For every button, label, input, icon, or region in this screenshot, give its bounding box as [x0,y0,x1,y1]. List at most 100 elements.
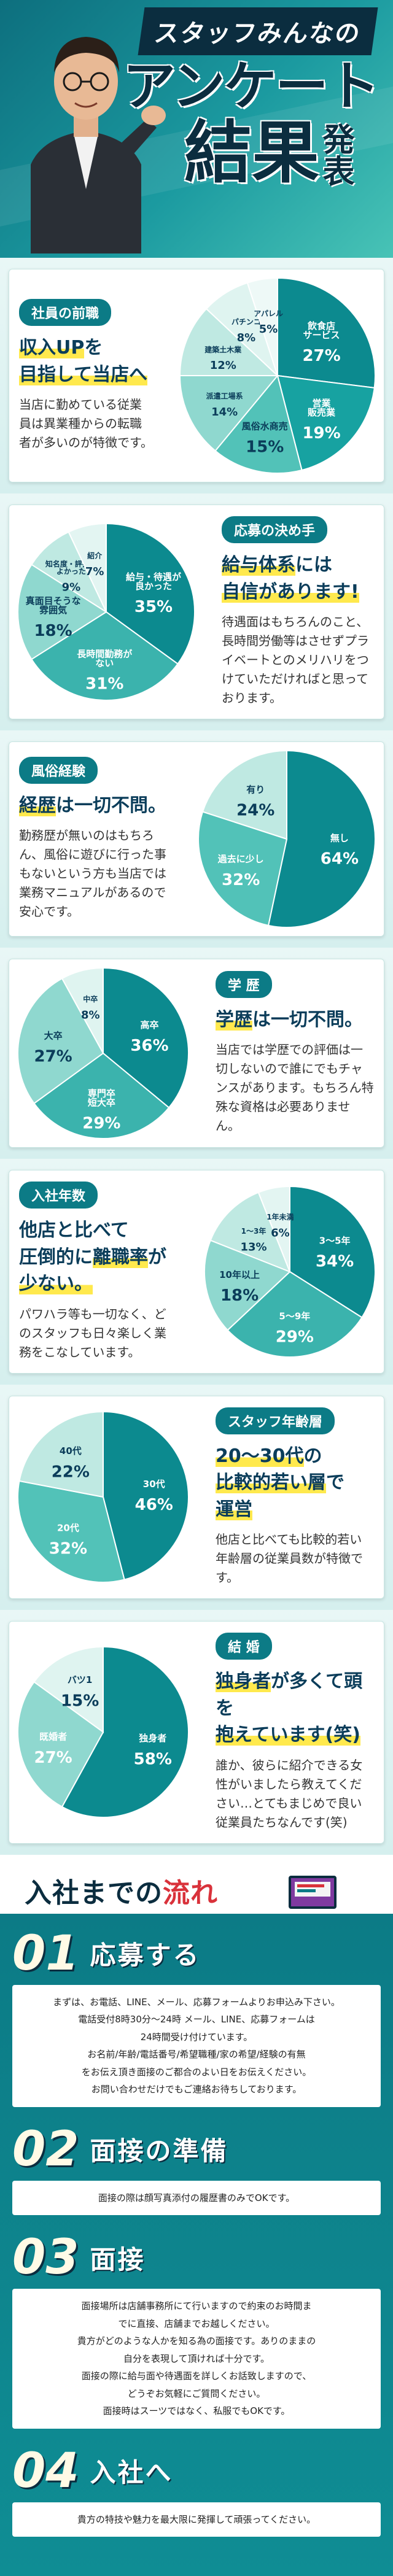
headline-highlight: 収入UP [19,337,84,358]
step-body: まずは、お電話、LINE、メール、応募フォームよりお申込み下さい。電話受付8時3… [12,1985,381,2107]
headline-text: は一切不問。 [56,795,166,816]
survey-card: 風俗経験 経歴は一切不問。 勤務歴が無いのはもちろん、風俗に遊びに行った事もない… [9,741,384,937]
hero-title-line4: 発表 [319,123,351,187]
headline-highlight: 少ない。 [19,1273,93,1294]
survey-text: 入社年数 他店と比べて 圧倒的に離職率が 少ない。 パワハラ等も一切なく、どのス… [9,1170,187,1373]
headline-highlight: 抱えています(笑) [216,1724,360,1746]
section-headline: 給与体系には 自信があります! [222,552,374,605]
step-line: 貴方がどのような人かを知る為の面接です。ありのままの [23,2332,370,2350]
section-tag: 応募の決め手 [222,516,327,543]
section-body: 当店では学歴での評価は一切しないので誰にでもチャンスがあります。もちろん特殊な資… [216,1040,374,1135]
step-body: 貴方の特技や魅力を最大限に発揮して頑張ってください。 [12,2502,381,2537]
flow-steps: 01 応募するまずは、お電話、LINE、メール、応募フォームよりお申込み下さい。電… [0,1914,393,2576]
flow-step-1: 01 応募するまずは、お電話、LINE、メール、応募フォームよりお申込み下さい。電… [12,1930,381,2107]
step-label: 応募する [90,1935,201,1972]
headline-text: が [148,1247,166,1268]
section-tag: 結 婚 [216,1633,272,1660]
section-tag: 入社年数 [19,1182,98,1209]
section-body: 他店と比べても比較的若い年齢層の従業員数が特徴です。 [216,1530,374,1587]
section-tag: 学 歴 [216,971,272,998]
section-body: 誰か、彼らに紹介できる女性がいましたら教えてください…とてもまじめで良い従業員た… [216,1756,374,1832]
flow-title-a: 入社までの [25,1878,163,1909]
step-number: 04 [12,2447,79,2495]
survey-card: 社員の前職 収入UPを 目指して当店へ 当店に勤めている従業員は異業種からの転職… [9,269,384,482]
step-number: 03 [12,2234,79,2281]
headline-highlight: 給与体系 [222,554,295,576]
flow-title: 入社までの流れ [25,1871,218,1910]
survey-section-previous-job: 社員の前職 収入UPを 目指して当店へ 当店に勤めている従業員は異業種からの転職… [0,258,393,493]
headline-text: には [295,554,332,576]
section-body: 勤務歴が無いのはもちろん、風俗に遊びに行った事もないという方も当店では業務マニュ… [19,826,171,921]
headline-highlight: 目指して当店へ [19,364,147,385]
step-line: まずは、お電話、LINE、メール、応募フォームよりお申込み下さい。 [23,1994,370,2011]
headline-text: は一切不問。 [252,1009,363,1031]
headline-highlight: 運営 [216,1499,252,1520]
step-line: 面接の際は顔写真添付の履歴書のみでOKです。 [23,2189,370,2207]
flow-title-b: 流れ [163,1878,218,1909]
survey-text: スタッフ年齢層 20～30代の 比較的若い層で 運営 他店と比べても比較的若い年… [206,1396,384,1599]
section-body: 待遇面はもちろんのこと、長時間労働等はさせずプライベートとのメリハリをつけていた… [222,613,374,708]
step-line: 面接の際に給与面や待遇面を詳しくお話致しますので、 [23,2367,370,2385]
flow-header: 入社までの流れ [0,1863,393,1914]
step-body: 面接場所は店舗事務所にて行いますので約束のお時間までに直接、店舗までお越しくださ… [12,2289,381,2429]
step-label: 面接 [90,2239,146,2276]
survey-section-tenure: 入社年数 他店と比べて 圧倒的に離職率が 少ない。 パワハラ等も一切なく、どのス… [0,1159,393,1385]
survey-card: 入社年数 他店と比べて 圧倒的に離職率が 少ない。 パワハラ等も一切なく、どのス… [9,1170,384,1374]
section-body: パワハラ等も一切なく、どのスタッフも日々楽しく業務をこなしています。 [19,1305,177,1362]
step-line: 自分を表現して頂ければ十分です。 [23,2350,370,2368]
step-line: お問い合わせだけでもご連絡お待ちしております。 [23,2081,370,2098]
survey-text: 結 婚 独身者が多くて頭を 抱えています(笑) 誰か、彼らに紹介できる女性がいま… [206,1622,384,1843]
step-number: 01 [12,1930,79,1978]
section-tag: 風俗経験 [19,757,98,784]
flow-step-head: 01 応募する [12,1930,381,1978]
section-headline: 収入UPを 目指して当店へ [19,335,153,388]
section-headline: 経歴は一切不問。 [19,792,171,819]
section-tag: 社員の前職 [19,299,111,326]
hero-title: スタッフみんなの アンケート 結果 発表 [123,7,393,187]
headline-text: の [304,1445,322,1467]
headline-highlight: 学歴 [216,1009,252,1031]
survey-text: 風俗経験 経歴は一切不問。 勤務歴が無いのはもちろん、風俗に遊びに行った事もない… [9,746,181,933]
section-body: 当店に勤めている従業員は異業種からの転職者が多いのが特徴です。 [19,395,153,452]
step-line: 24時間受け付けています。 [23,2029,370,2046]
headline-text: を [84,337,103,358]
hero-title-line1: スタッフみんなの [138,7,378,55]
headline-highlight: 経歴 [19,795,56,816]
step-line: をお伝え頂き面接のご都合のよい日をお伝えください。 [23,2064,370,2081]
headline-highlight: 20～30代 [216,1445,304,1467]
hero-title-row: 結果 発表 [184,119,393,187]
hero-title-line3: 結果 [184,119,319,187]
step-line: 貴方の特技や魅力を最大限に発揮して頑張ってください。 [23,2511,370,2529]
headline-text: 他店と比べて [19,1220,129,1241]
section-headline: 学歴は一切不問。 [216,1007,374,1034]
step-label: 入社へ [90,2452,173,2489]
step-line: 面接場所は店舗事務所にて行いますので約束のお時間ま [23,2297,370,2315]
flow-step-head: 03 面接 [12,2234,381,2281]
survey-section-experience: 風俗経験 経歴は一切不問。 勤務歴が無いのはもちろん、風俗に遊びに行った事もない… [0,730,393,948]
survey-text: 応募の決め手 給与体系には 自信があります! 待遇面はもちろんのこと、長時間労働… [212,505,384,719]
